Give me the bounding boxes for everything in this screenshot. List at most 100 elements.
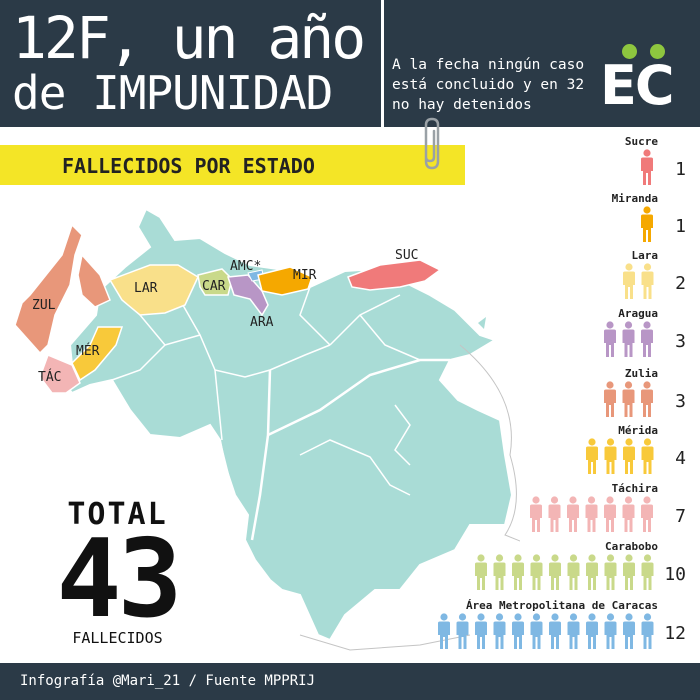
people-group-icon xyxy=(530,496,653,532)
person-icon xyxy=(641,206,653,242)
map-label-lar: LAR xyxy=(134,281,158,296)
person-icon xyxy=(623,613,635,649)
person-icon xyxy=(567,613,580,649)
legend-state-name: Miranda xyxy=(611,192,658,205)
person-icon xyxy=(641,381,653,417)
person-icon xyxy=(641,613,654,649)
map-label-tac: TÁC xyxy=(38,369,61,385)
person-icon xyxy=(604,321,616,357)
person-icon xyxy=(586,613,598,649)
person-icon xyxy=(622,496,635,532)
legend-state-name: Sucre xyxy=(624,135,658,148)
legend-state-name: Zulia xyxy=(624,367,658,380)
legend-state-name: Táchira xyxy=(611,482,658,495)
person-icon xyxy=(512,554,524,590)
title-line-2: de IMPUNIDAD xyxy=(12,66,333,120)
people-group-icon xyxy=(641,149,653,185)
people-group-icon xyxy=(475,554,654,590)
map-state-merida xyxy=(71,326,124,382)
person-icon xyxy=(548,496,561,532)
legend-row: Lara 2 xyxy=(400,249,700,309)
map-state-zulia xyxy=(14,223,83,355)
map-state-sucre xyxy=(347,259,442,291)
person-icon xyxy=(622,381,635,417)
people-group-icon xyxy=(641,206,653,242)
logo: EC xyxy=(600,40,692,120)
logo-dot-icon xyxy=(622,44,637,59)
banner-title: FALLECIDOS POR ESTADO xyxy=(62,154,315,178)
map-label-suc: SUC xyxy=(395,248,418,263)
person-icon xyxy=(623,438,635,474)
people-group-icon xyxy=(438,613,654,649)
venezuela-map: ZUL LAR CAR AMC* MIR ARA SUC MÉR TÁC xyxy=(14,207,520,651)
paperclip-icon xyxy=(424,117,440,170)
total-label: TOTAL xyxy=(67,497,168,532)
map-label-amc: AMC* xyxy=(230,259,261,274)
title-line-1: 12F, un año xyxy=(12,4,366,72)
person-icon xyxy=(641,321,653,357)
person-icon xyxy=(438,613,450,649)
total-block: TOTAL 43 FALLECIDOS xyxy=(30,497,205,647)
person-icon xyxy=(604,438,617,474)
person-icon xyxy=(549,554,561,590)
legend-row: Táchira 7 xyxy=(400,482,700,542)
legend-state-name: Lara xyxy=(631,249,659,262)
person-icon xyxy=(604,554,617,590)
section-banner: FALLECIDOS POR ESTADO xyxy=(0,145,465,185)
person-icon xyxy=(604,613,617,649)
legend-row: Sucre 1 xyxy=(400,135,700,195)
legend-state-name: Área Metropolitana de Caracas xyxy=(465,599,658,612)
legend-count: 3 xyxy=(675,391,686,412)
map-state-falcon-west xyxy=(77,253,111,308)
logo-text: EC xyxy=(600,54,675,117)
person-icon xyxy=(604,496,616,532)
header-divider xyxy=(381,0,384,127)
map-label-mir: MIR xyxy=(293,268,317,283)
map-label-zul: ZUL xyxy=(32,298,56,313)
people-group-icon xyxy=(604,381,653,417)
person-icon xyxy=(585,496,598,532)
person-icon xyxy=(530,554,543,590)
person-icon xyxy=(586,438,598,474)
map-state-tachira xyxy=(39,354,81,394)
legend-row: Carabobo 10 xyxy=(400,540,700,600)
person-icon xyxy=(622,321,635,357)
legend-row: Área Metropolitana de Caracas 12 xyxy=(400,599,700,659)
legend-count: 3 xyxy=(675,331,686,352)
legend-count: 10 xyxy=(664,564,686,585)
person-icon xyxy=(623,554,635,590)
people-group-icon xyxy=(586,438,654,474)
map-label-ara: ARA xyxy=(250,315,274,330)
map-label-mer: MÉR xyxy=(76,343,100,359)
legend-row: Aragua 3 xyxy=(400,307,700,367)
legend-state-name: Mérida xyxy=(618,424,658,437)
person-icon xyxy=(549,613,561,649)
legend-state-name: Carabobo xyxy=(605,540,658,553)
person-icon xyxy=(493,554,506,590)
subtitle: A la fecha ningún caso está concluido y … xyxy=(392,57,585,113)
legend-row: Miranda 1 xyxy=(400,192,700,252)
person-icon xyxy=(586,554,598,590)
person-icon xyxy=(641,496,653,532)
people-group-icon xyxy=(604,321,653,357)
person-icon xyxy=(641,149,653,185)
footer-credit: Infografía @Mari_21 / Fuente MPPRIJ xyxy=(20,673,316,689)
person-icon xyxy=(641,554,654,590)
person-icon xyxy=(475,613,487,649)
person-icon xyxy=(456,613,469,649)
legend-row: Zulia 3 xyxy=(400,367,700,427)
legend-row: Mérida 4 xyxy=(400,424,700,484)
person-icon xyxy=(641,438,654,474)
footer-bar: Infografía @Mari_21 / Fuente MPPRIJ xyxy=(0,663,700,700)
person-icon xyxy=(530,613,543,649)
person-icon xyxy=(512,613,524,649)
header-bar: 12F, un año de IMPUNIDAD A la fecha ning… xyxy=(0,0,700,127)
legend-state-name: Aragua xyxy=(618,307,658,320)
legend-count: 2 xyxy=(675,273,686,294)
person-icon xyxy=(530,496,542,532)
map-state-carabobo xyxy=(197,268,233,296)
logo-dot-icon xyxy=(650,44,665,59)
legend-count: 4 xyxy=(675,448,686,469)
total-sublabel: FALLECIDOS xyxy=(72,629,163,647)
map-label-car: CAR xyxy=(202,279,226,294)
